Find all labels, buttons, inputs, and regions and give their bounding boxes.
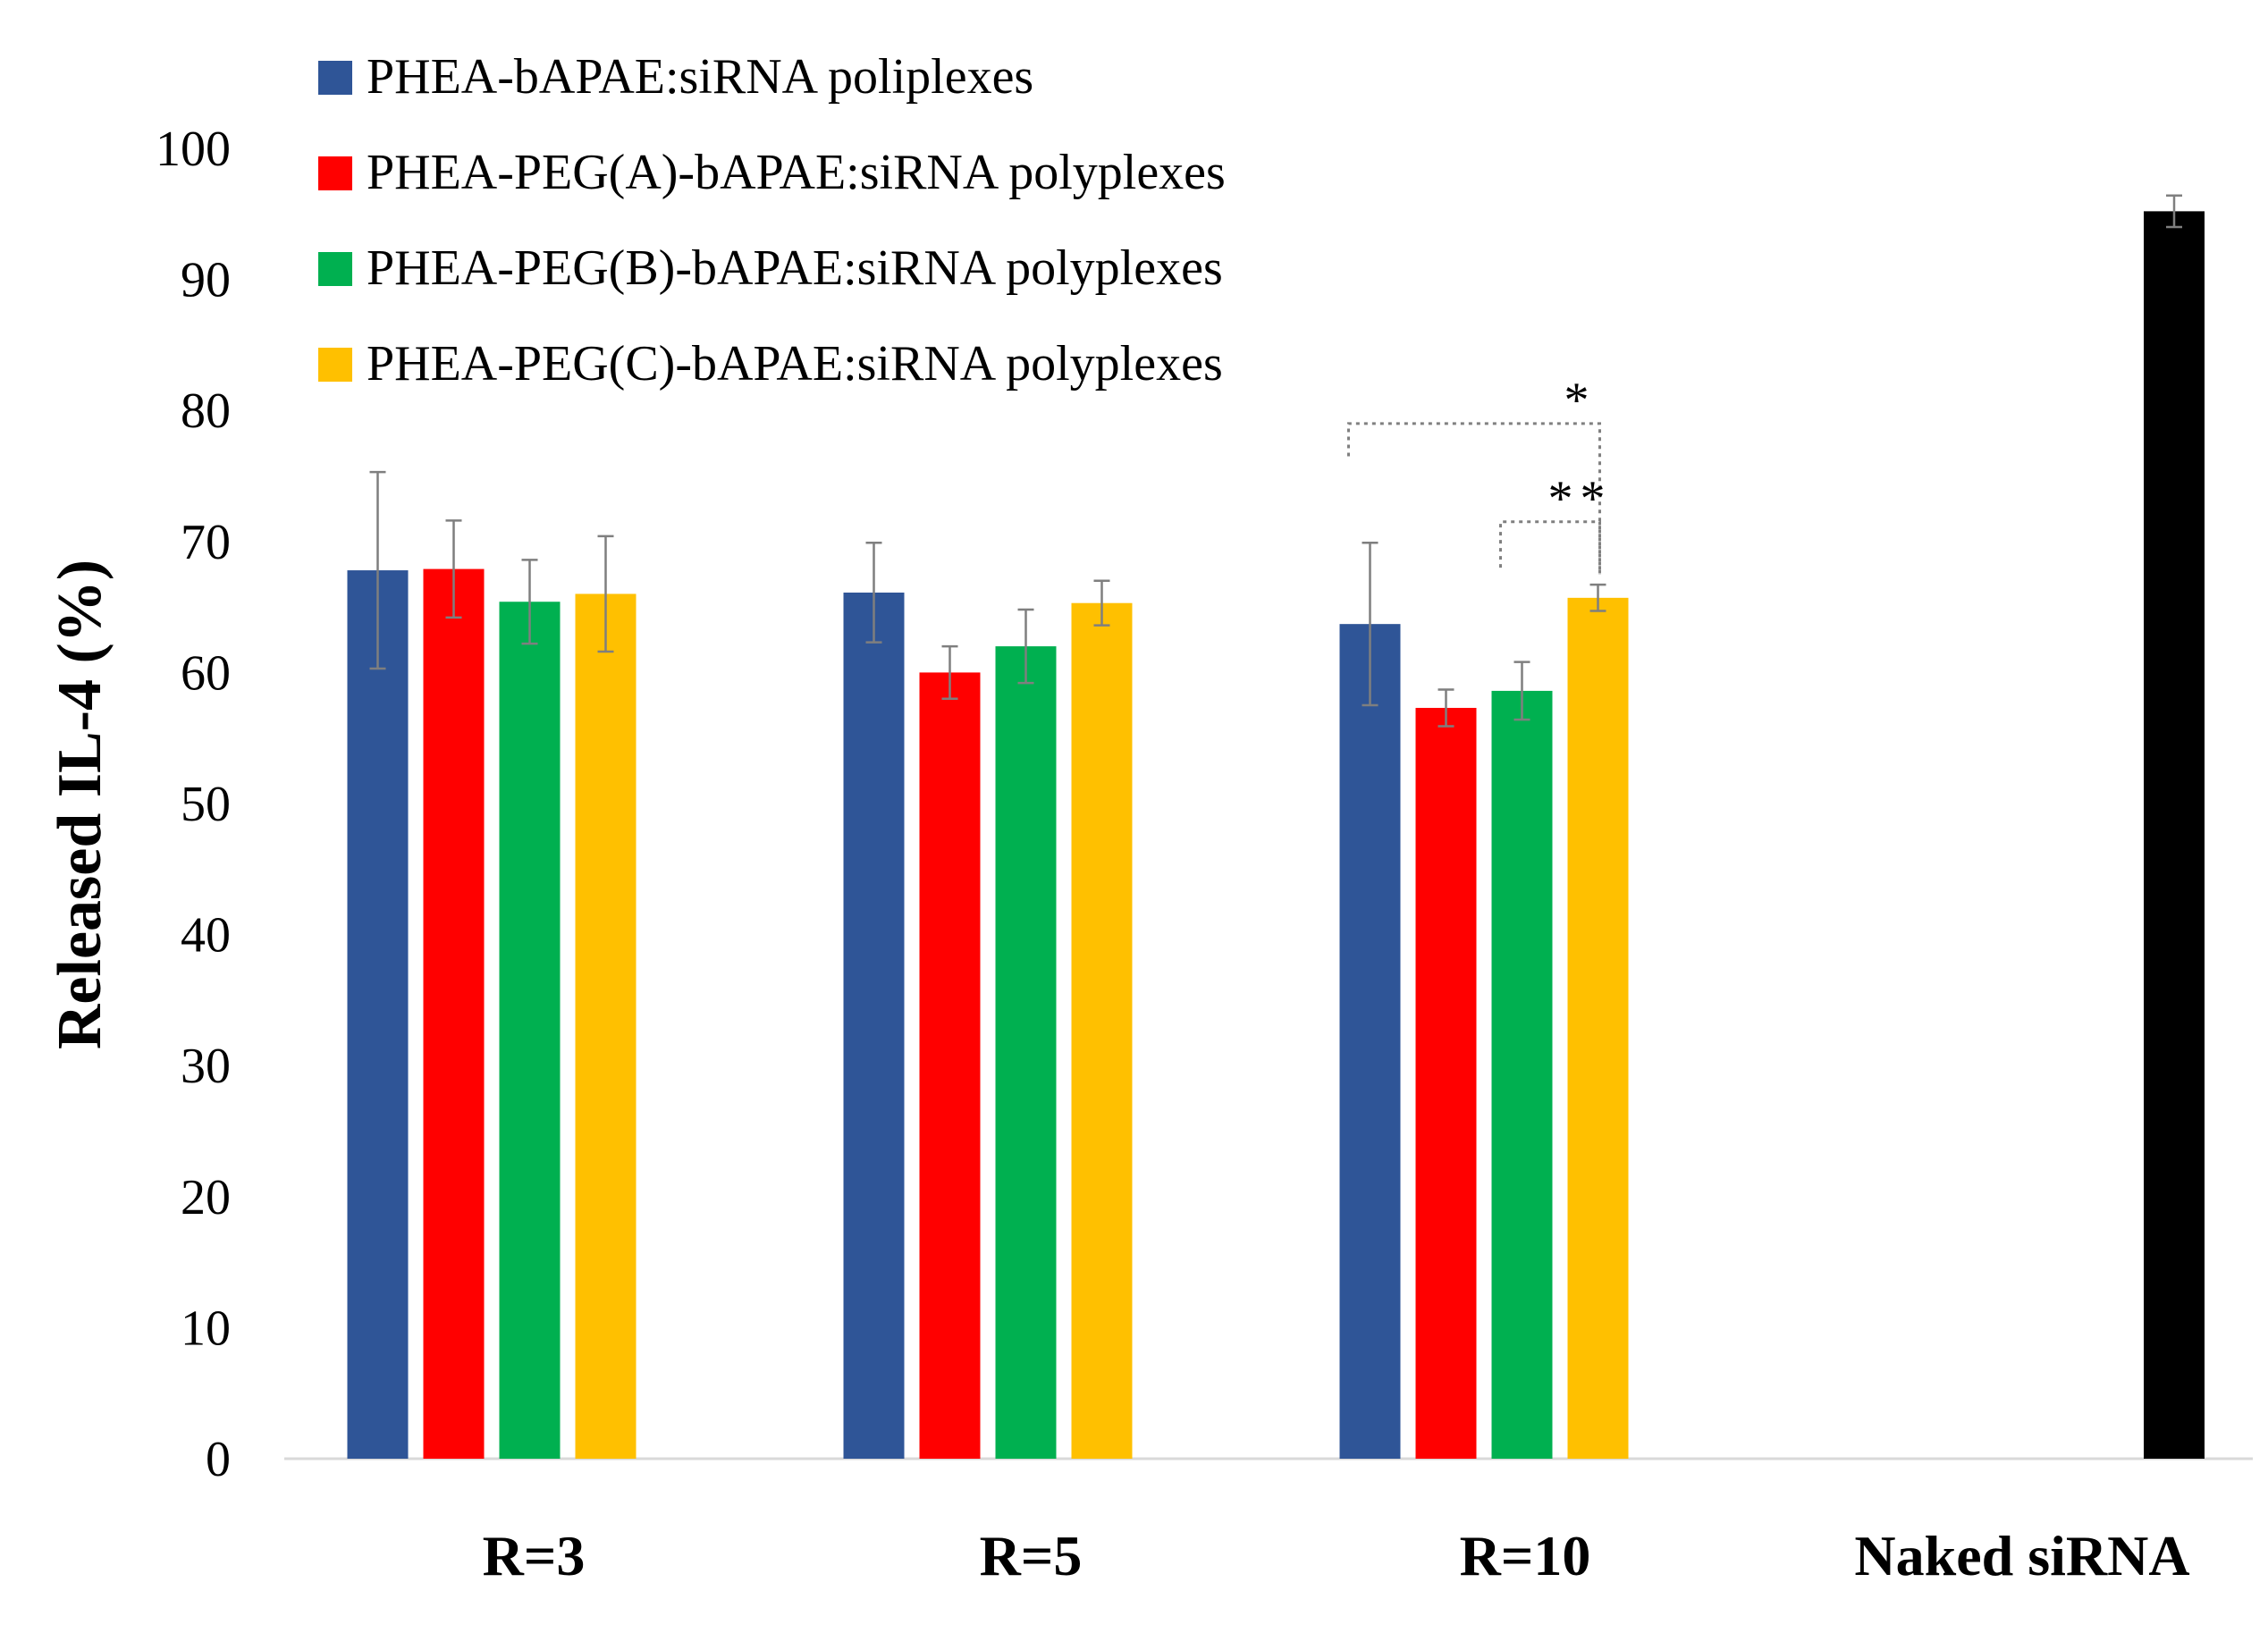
y-tick-label: 60 xyxy=(181,645,231,701)
y-tick-label: 10 xyxy=(181,1301,231,1356)
y-tick-label: 30 xyxy=(181,1039,231,1094)
bar xyxy=(1567,597,1629,1459)
legend-swatch xyxy=(318,348,352,382)
bar xyxy=(919,672,981,1459)
bar xyxy=(1071,602,1133,1459)
bar xyxy=(843,592,905,1459)
y-tick-label: 70 xyxy=(181,515,231,570)
bar xyxy=(499,602,561,1459)
bar xyxy=(347,570,409,1459)
x-category-label: R=10 xyxy=(1460,1524,1591,1587)
bar xyxy=(1415,707,1477,1459)
bar xyxy=(1339,624,1401,1459)
significance-bracket xyxy=(1347,422,1601,575)
x-category-label: R=3 xyxy=(483,1524,586,1587)
legend-swatch xyxy=(318,61,352,95)
legend: PHEA-bAPAE:siRNA poliplexes PHEA-PEG(A)-b… xyxy=(318,49,1226,391)
bar xyxy=(2144,211,2205,1459)
x-category-label: R=5 xyxy=(980,1524,1083,1587)
bar xyxy=(1491,690,1553,1459)
bar xyxy=(995,646,1057,1459)
y-tick-label: 80 xyxy=(181,383,231,439)
y-tick-label: 50 xyxy=(181,777,231,832)
legend-label: PHEA-bAPAE:siRNA poliplexes xyxy=(367,49,1033,105)
x-category-label: Naked siRNA xyxy=(1854,1524,2189,1587)
legend-label: PHEA-PEG(B)-bAPAE:siRNA polyplexes xyxy=(367,240,1223,296)
legend-swatch xyxy=(318,156,352,190)
y-tick-label: 0 xyxy=(206,1432,231,1487)
y-tick-label: 40 xyxy=(181,908,231,964)
significance-marker: ** xyxy=(1548,471,1613,526)
y-tick-label: 20 xyxy=(181,1170,231,1225)
significance-marker: * xyxy=(1564,373,1597,428)
bar xyxy=(423,568,485,1459)
legend-label: PHEA-PEG(A)-bAPAE:siRNA polyplexes xyxy=(367,145,1226,200)
significance-bracket xyxy=(1499,520,1601,575)
error-bars-layer xyxy=(369,194,2182,728)
axes-layer: 0 10 20 30 40 50 60 70 80 90 100 R=3 R=5 R=10 Naked si… xyxy=(156,122,2253,1587)
significance-layer: *** xyxy=(1347,373,1613,575)
legend-swatch xyxy=(318,252,352,286)
y-axis-title: Released IL-4 (%) xyxy=(46,560,114,1049)
bar xyxy=(575,593,637,1459)
y-tick-label: 100 xyxy=(156,122,231,177)
legend-label: PHEA-PEG(C)-bAPAE:siRNA polyplexes xyxy=(367,336,1223,391)
y-tick-label: 90 xyxy=(181,253,231,308)
bars-layer xyxy=(347,211,2205,1459)
